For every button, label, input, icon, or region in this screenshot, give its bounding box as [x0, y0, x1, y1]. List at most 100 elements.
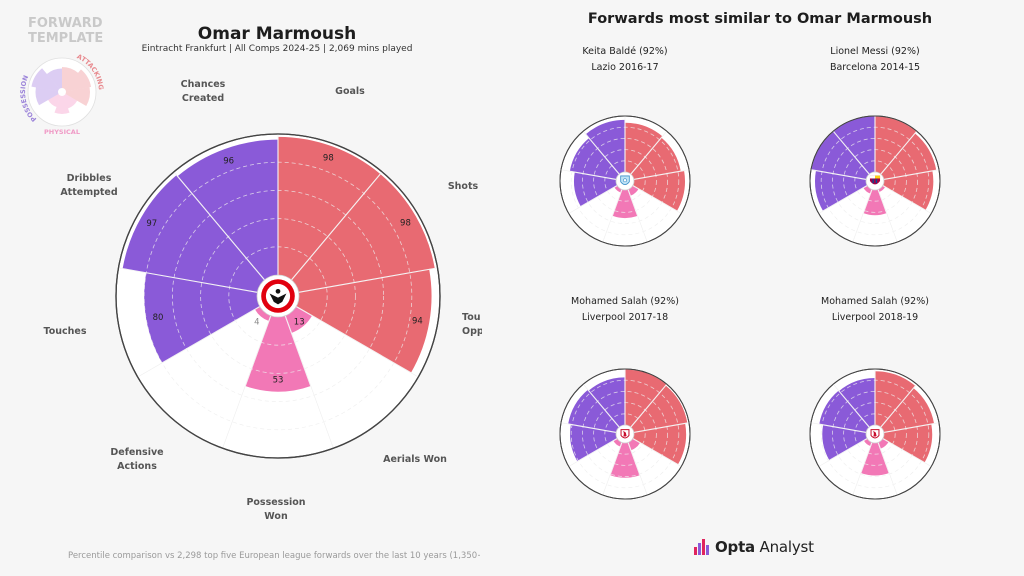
slice-touches [144, 272, 260, 363]
spoke [852, 189, 873, 243]
slice-dribbles-attempted [819, 390, 870, 433]
spoke [627, 442, 648, 496]
liverpool-crest-icon [870, 429, 880, 439]
spoke-light [568, 438, 618, 467]
spoke-light [118, 267, 258, 293]
spoke [568, 438, 618, 467]
spoke [882, 185, 932, 214]
value-label-aerials-won: 13 [294, 317, 305, 327]
slice-touches [815, 170, 868, 211]
slice-possession-won [610, 442, 640, 478]
spoke [632, 438, 682, 467]
spoke-light [173, 171, 265, 281]
slice-defensive-actions [863, 185, 872, 194]
slice-touches-opp-box [882, 424, 933, 463]
spoke [882, 438, 932, 467]
spoke-light [810, 422, 867, 433]
spoke-light [630, 131, 668, 175]
spoke [877, 189, 898, 243]
value-label-chances-created: 96 [223, 156, 234, 166]
slice-aerials-won [878, 185, 886, 193]
slice-aerials-won [285, 306, 313, 333]
spoke [173, 171, 265, 281]
similar-chart-4 [809, 368, 941, 500]
spoke-light [632, 185, 682, 214]
spoke-light [818, 185, 868, 214]
legend-slice-attacking [65, 87, 90, 106]
label-dribbles-attempted: Dribbles Attempted [60, 173, 118, 198]
template-legend-wheel: POSSESSION ATTACKING PHYSICAL [19, 52, 105, 136]
spoke [880, 130, 918, 175]
spoke [883, 169, 940, 180]
slice-dribbles-attempted [122, 175, 265, 293]
spoke-light [880, 131, 918, 175]
spoke [560, 422, 617, 433]
slice-chances-created [833, 116, 875, 175]
spoke [632, 185, 682, 214]
spoke [295, 306, 419, 378]
slice-chances-created [177, 139, 278, 280]
value-label-dribbles-attempted: 97 [146, 219, 157, 229]
legend-slice-physical [54, 95, 70, 114]
legend-slice-attacking [62, 67, 79, 89]
spoke [818, 438, 868, 467]
value-label-shots: 98 [400, 218, 411, 228]
spoke-light [883, 169, 940, 180]
slice-touches-opp-box [882, 170, 934, 211]
spoke-light [883, 422, 940, 433]
spoke-light [582, 131, 620, 175]
similar-player-4-label: Mohamed Salah (92%) Liverpool 2018-19 [821, 296, 929, 323]
spoke-light [852, 442, 873, 496]
spoke [118, 267, 258, 293]
slice-touches [822, 424, 868, 461]
spoke [630, 130, 668, 175]
spoke-light [137, 306, 260, 378]
slice-shots [880, 388, 935, 433]
opta-analyst-logo: Opta Analyst [694, 538, 814, 556]
spoke-light [222, 315, 272, 449]
slice-touches-opp-box [296, 269, 432, 373]
spoke-light [568, 185, 618, 214]
slice-dribbles-attempted [568, 389, 620, 433]
label-aerials-won: Aerials Won [383, 454, 447, 465]
player-title: Omar Marmoush [197, 24, 357, 44]
slice-chances-created [588, 377, 625, 428]
spoke [832, 130, 870, 175]
player-subtitle: Eintracht Frankfurt | All Comps 2024-25 … [141, 44, 413, 54]
similar-chart-3 [559, 368, 691, 500]
chart-outer-border [559, 115, 691, 247]
slice-touches [574, 172, 618, 207]
label-touches: Touches [43, 326, 87, 337]
spoke [852, 442, 873, 496]
spoke-light [560, 169, 617, 180]
spoke [810, 169, 867, 180]
spoke-light [633, 422, 690, 433]
main-radial-chart: 98 98 94 13 53 4 80 97 96 [115, 133, 441, 459]
slice-possession-won [860, 442, 890, 476]
spoke [137, 306, 261, 378]
label-shots: Shots [447, 181, 479, 192]
value-label-touches-opp-box: 94 [412, 317, 423, 327]
label-defensive-actions: Defensive Actions [110, 447, 164, 472]
spoke-light [882, 185, 932, 214]
spoke-light [627, 189, 648, 243]
slice-defensive-actions [614, 185, 622, 193]
spoke-light [291, 171, 383, 281]
spoke [810, 422, 867, 433]
slice-possession-won [863, 189, 887, 216]
spoke-light [818, 438, 868, 467]
spoke-light [296, 306, 419, 378]
legend-slice-possession [31, 68, 60, 92]
chart-outer-border [559, 368, 691, 500]
slice-defensive-actions [613, 438, 622, 447]
spoke [284, 315, 334, 449]
slice-goals [278, 136, 381, 280]
spoke [602, 442, 623, 496]
slice-touches-opp-box [632, 423, 687, 465]
similar-chart-1 [559, 115, 691, 247]
value-label-goals: 98 [323, 154, 334, 164]
legend-slice-possession [35, 87, 59, 106]
similar-player-1-label: Keita Baldé (92%) Lazio 2016-17 [582, 46, 668, 73]
chart-outer-border [809, 368, 941, 500]
legend-slice-attacking [64, 69, 92, 92]
